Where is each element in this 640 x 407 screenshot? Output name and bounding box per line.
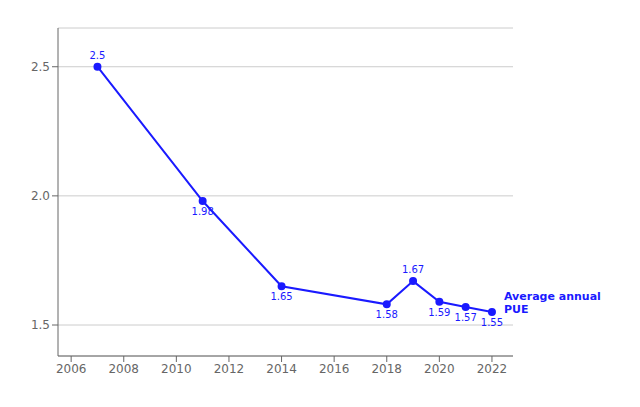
- svg-text:2020: 2020: [424, 362, 455, 376]
- svg-text:2016: 2016: [319, 362, 350, 376]
- svg-text:1.98: 1.98: [192, 206, 214, 217]
- svg-text:1.65: 1.65: [270, 291, 292, 302]
- svg-text:2012: 2012: [214, 362, 245, 376]
- svg-text:2.0: 2.0: [31, 189, 50, 203]
- svg-text:2014: 2014: [266, 362, 297, 376]
- svg-text:Average annualPUE: Average annualPUE: [504, 290, 601, 316]
- svg-text:2018: 2018: [371, 362, 402, 376]
- svg-text:1.58: 1.58: [376, 309, 398, 320]
- svg-text:2010: 2010: [161, 362, 192, 376]
- svg-text:1.57: 1.57: [455, 312, 477, 323]
- svg-text:1.55: 1.55: [481, 317, 503, 328]
- svg-text:2.5: 2.5: [89, 50, 105, 61]
- svg-text:2022: 2022: [477, 362, 508, 376]
- svg-text:2.5: 2.5: [31, 60, 50, 74]
- svg-text:1.59: 1.59: [428, 307, 450, 318]
- svg-text:1.5: 1.5: [31, 318, 50, 332]
- svg-text:2008: 2008: [108, 362, 139, 376]
- svg-text:1.67: 1.67: [402, 264, 424, 275]
- svg-text:2006: 2006: [56, 362, 87, 376]
